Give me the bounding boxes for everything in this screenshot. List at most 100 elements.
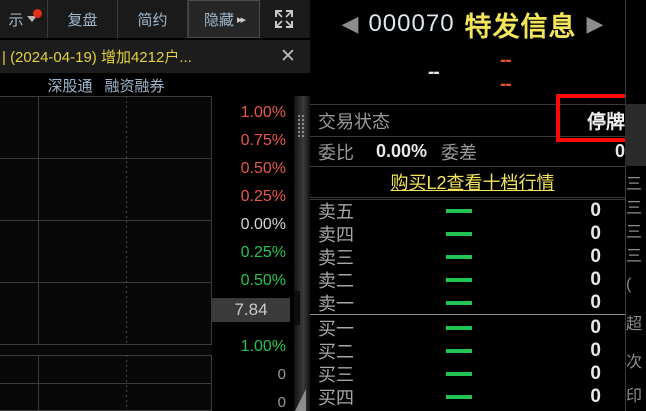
panel-divider [625,0,626,411]
display-mode-button[interactable]: 示 [0,0,48,38]
order-level-label: 卖二 [318,270,354,291]
price-chart[interactable] [0,96,212,411]
order-level-label: 卖三 [318,247,354,268]
trading-status-label: 交易状态 [318,111,390,132]
next-stock-icon[interactable]: ▶ [586,11,604,36]
edge-header-block [625,104,646,166]
hide-panel-button[interactable]: 隐藏 ▸▸ [188,0,260,38]
order-ratio-row: 委比 0.00% 委差 0 [310,136,635,166]
price-dash-icon [446,254,472,259]
price-dash-icon [446,371,472,376]
last-price: -- [428,62,440,83]
axis-label: 0.50% [240,272,286,289]
edge-text: 次 [626,354,643,371]
order-level-label: 买四 [318,387,354,408]
drag-handle-icon[interactable] [297,114,306,138]
edge-text: 三 [626,248,643,265]
stock-header: ◀ 000070 特发信息 ▶ [310,0,635,48]
order-book-row[interactable]: 买一 0 [310,316,635,339]
edge-text: 三 [626,224,643,241]
replay-button[interactable]: 复盘 [48,0,118,38]
order-book-row[interactable]: 买三 0 [310,362,635,385]
edge-text: 印 [626,388,643,405]
order-level-label: 买三 [318,364,354,385]
order-qty: 0 [590,385,601,407]
simple-view-label: 简约 [137,11,168,29]
order-book-row[interactable]: 卖四 0 [310,222,635,245]
quote-panel: ◀ 000070 特发信息 ▶ -- -- -- 交易状态 停牌 委比 0.00… [310,0,646,411]
order-qty: 0 [590,339,601,361]
order-qty: 0 [590,362,601,384]
notification-bar: | (2024-04-19) 增加4212户... ✕ [0,40,310,73]
stock-code: 000070 [368,10,455,37]
order-diff-label: 委差 [441,142,478,163]
axis-label: 0.75% [240,132,286,149]
order-book-top-divider [310,199,635,200]
axis-label: 0.25% [240,244,286,261]
axis-label: 1.00% [240,338,286,355]
order-level-label: 卖四 [318,224,354,245]
double-chevron-right-icon: ▸▸ [236,13,246,26]
simple-view-button[interactable]: 简约 [118,0,188,38]
chevron-down-icon[interactable] [26,16,37,22]
order-book-row[interactable]: 卖五 0 [310,199,635,222]
price-dash-icon [446,325,472,330]
adjacent-panel-edge: 三 三 三 三 ( 超 次 印 [625,0,646,411]
l2-promo-row[interactable]: 购买L2查看十档行情 [310,166,635,198]
order-qty: 0 [590,268,601,290]
order-ratio-label: 委比 [318,142,354,163]
red-dot-icon [33,9,42,18]
edge-text: 三 [626,200,643,217]
price-dash-icon [446,300,472,305]
order-book-row[interactable]: 买四 0 [310,385,635,408]
order-qty: 0 [590,245,601,267]
edge-text: 超 [626,316,643,333]
stock-name: 特发信息 [464,11,577,42]
order-book-row[interactable]: 卖一 0 [310,291,635,314]
order-level-label: 买一 [318,318,354,339]
chart-panel: 示 复盘 简约 隐藏 ▸▸ [0,0,310,411]
price-dash-icon [446,277,472,282]
order-book-row[interactable]: 卖三 0 [310,245,635,268]
order-level-label: 卖五 [318,201,354,222]
buy-l2-link[interactable]: 购买L2查看十档行情 [390,173,555,193]
order-qty: 0 [590,291,601,313]
order-diff-value: 0 [614,141,625,161]
axis-label: 0 [277,394,286,411]
price-change: -- [500,50,512,71]
volume-chart-grid [0,355,212,411]
price-summary: -- -- -- [310,48,635,100]
order-book: 卖五 0 卖四 0 卖三 0 卖二 0 卖一 0 [310,199,635,411]
price-dash-icon [446,231,472,236]
close-icon[interactable]: ✕ [280,46,296,67]
price-dash-icon [446,208,472,213]
main-chart-grid [0,96,212,345]
chart-subtabs: 深股通 融资融券 [0,74,212,96]
fullscreen-button[interactable] [260,0,308,38]
order-book-row[interactable]: 买二 0 [310,339,635,362]
price-axis: 1.00% 0.75% 0.50% 0.25% 0.00% 0.25% 0.50… [212,96,290,411]
replay-label: 复盘 [67,11,98,29]
panel-splitter[interactable] [294,96,310,411]
display-mode-label: 示 [8,11,24,29]
trading-status-row: 交易状态 停牌 [310,104,635,136]
axis-label: 0.50% [240,160,286,177]
current-price-badge: 7.84 [212,298,290,322]
price-dash-icon [446,348,472,353]
order-ratio-value: 0.00% [376,141,428,161]
subtab-shenggutong[interactable]: 深股通 [47,77,93,95]
notification-text: | (2024-04-19) 增加4212户... [2,49,192,66]
prev-stock-icon[interactable]: ◀ [341,11,359,36]
scroll-indicator-icon[interactable] [295,389,306,411]
axis-label: 0 [277,366,286,383]
subtab-rongzirongquan[interactable]: 融资融券 [104,77,165,95]
hide-panel-label: 隐藏 [203,11,234,29]
order-qty: 0 [590,222,601,244]
edge-text: 三 [626,176,643,193]
order-level-label: 买二 [318,341,354,362]
splitter-notch [294,291,300,325]
trading-status-value: 停牌 [586,112,625,133]
order-book-row[interactable]: 卖二 0 [310,268,635,291]
order-qty: 0 [590,199,601,221]
